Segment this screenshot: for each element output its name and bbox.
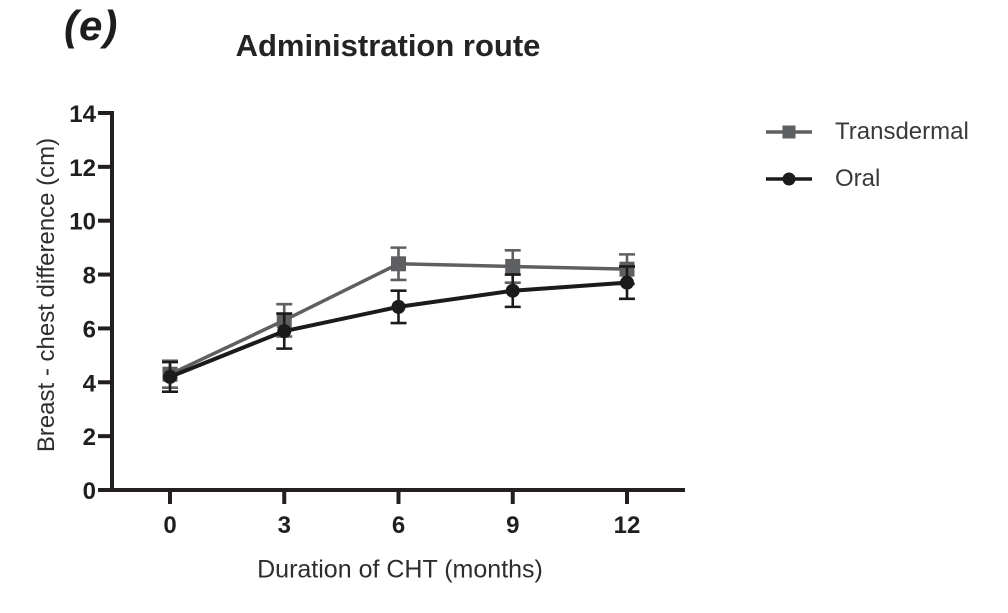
y-tick-label: 6 [83, 316, 96, 343]
legend-item-oral: Oral [766, 164, 969, 194]
circle-marker [277, 324, 292, 339]
y-tick-label: 14 [69, 101, 96, 128]
x-tick-label: 6 [392, 512, 405, 539]
panel-label: (e) [64, 2, 119, 49]
legend-item-transdermal: Transdermal [766, 117, 969, 147]
square-marker [390, 256, 406, 272]
square-marker [505, 258, 521, 274]
circle-marker-icon [766, 172, 812, 186]
circle-marker [619, 275, 634, 290]
legend-label: Oral [835, 165, 881, 192]
y-tick-label: 12 [69, 155, 96, 182]
y-tick-label: 10 [69, 209, 96, 236]
y-tick-label: 8 [83, 263, 96, 290]
y-tick-label: 2 [83, 424, 96, 451]
legend: Transdermal Oral [766, 117, 969, 194]
x-tick-label: 0 [163, 512, 176, 539]
y-tick-label: 4 [83, 370, 97, 397]
series-oral [162, 265, 635, 394]
x-tick-label: 3 [278, 512, 291, 539]
x-axis-label: Duration of CHT (months) [257, 555, 543, 584]
circle-marker [391, 299, 406, 314]
x-tick-label: 9 [506, 512, 519, 539]
square-marker-icon [766, 125, 812, 139]
chart-title: Administration route [235, 28, 541, 63]
y-tick-label: 0 [83, 478, 96, 505]
x-tick-label: 12 [614, 512, 641, 539]
circle-marker [163, 369, 177, 384]
legend-label: Transdermal [835, 118, 969, 145]
circle-marker [505, 283, 520, 298]
